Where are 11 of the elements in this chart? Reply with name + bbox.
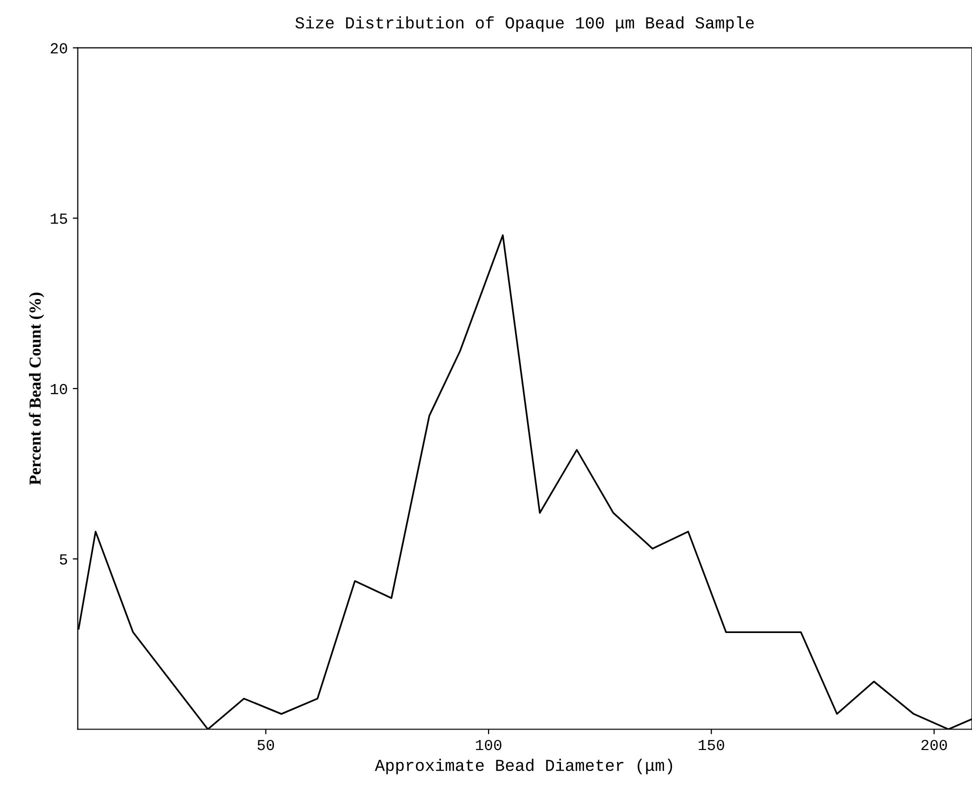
y-tick-label: 10 (50, 384, 68, 394)
x-tick-label: 50 (258, 740, 274, 750)
x-tick-label: 200 (921, 740, 947, 750)
x-tick-label: 150 (698, 740, 724, 750)
y-axis-title: Percent of Bead Count (%) (28, 292, 44, 485)
chart-title: Size Distribution of Opaque 100 μm Bead Sample (295, 16, 754, 32)
y-tick-label: 15 (50, 214, 68, 224)
x-tick-label: 100 (476, 740, 502, 750)
y-tick-label: 5 (60, 554, 68, 565)
y-tick-label: 20 (50, 43, 68, 54)
x-axis-title: Approximate Bead Diameter (μm) (374, 758, 672, 774)
